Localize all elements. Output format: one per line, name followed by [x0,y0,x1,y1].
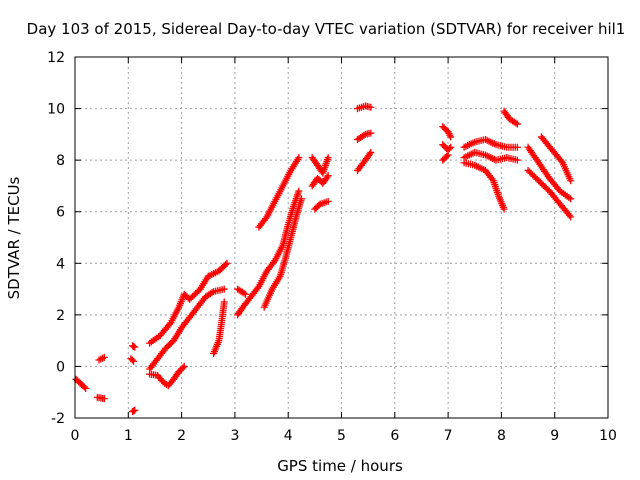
data-point [97,355,105,363]
y-tick-label: 4 [56,256,65,272]
data-point [240,289,248,297]
data-point [500,205,508,213]
data-point [180,362,188,370]
y-axis-label: SDTVAR / TECUs [5,176,23,299]
data-point [567,177,575,185]
data-point [367,129,375,137]
data-point [565,211,573,219]
x-tick-label: 9 [550,428,559,444]
x-tick-label: 1 [124,428,133,444]
data-point [324,154,332,162]
x-axis-ticks: 0 1 2 3 4 5 6 7 8 9 10 [71,57,617,444]
data-point [131,406,139,414]
data-point [295,154,303,162]
data-point [324,172,332,180]
data-point [567,213,575,221]
data-point [100,353,108,361]
x-tick-label: 5 [337,428,346,444]
data-point [223,259,231,267]
x-tick-label: 2 [177,428,186,444]
y-tick-label: 10 [47,102,65,118]
data-point [298,195,306,203]
data-point [295,187,303,195]
data-point [360,131,368,139]
y-axis-ticks: -2 0 2 4 6 8 10 12 [47,50,608,427]
data-points [72,102,575,416]
y-tick-label: 0 [56,359,65,375]
data-point [366,150,374,158]
chart-title: Day 103 of 2015, Sidereal Day-to-day VTE… [27,20,626,38]
data-point [82,384,90,392]
y-tick-label: 2 [56,308,65,324]
data-point [100,395,108,403]
y-tick-label: -2 [51,411,65,427]
data-point [445,145,453,153]
data-point [324,197,332,205]
x-axis-label: GPS time / hours [277,457,403,475]
y-tick-label: 8 [56,153,65,169]
data-point [128,356,136,364]
data-point [80,383,88,391]
y-tick-label: 12 [47,50,65,66]
data-point [444,151,452,159]
data-point [513,120,521,128]
data-point [447,143,455,151]
data-point [557,157,565,165]
data-point [208,289,216,297]
grid-lines [75,57,608,418]
y-tick-label: 6 [56,205,65,221]
data-point [443,152,451,160]
data-point [367,148,375,156]
data-point [513,143,521,151]
data-point [131,343,139,351]
x-tick-label: 0 [71,428,80,444]
data-point [222,261,230,269]
data-point [166,320,174,328]
data-point [130,357,138,365]
data-point [242,290,250,298]
x-tick-label: 4 [284,428,293,444]
x-tick-label: 10 [599,428,617,444]
x-tick-label: 7 [444,428,453,444]
data-point [367,103,375,111]
data-point [323,173,331,181]
data-point [512,119,520,127]
data-point [567,195,575,203]
data-point [220,298,228,306]
data-point [447,133,455,141]
x-tick-label: 6 [390,428,399,444]
x-tick-label: 3 [230,428,239,444]
x-tick-label: 8 [497,428,506,444]
data-point [179,364,187,372]
data-point [220,285,228,293]
data-point [513,156,521,164]
data-point [446,131,454,139]
data-point [99,354,107,362]
